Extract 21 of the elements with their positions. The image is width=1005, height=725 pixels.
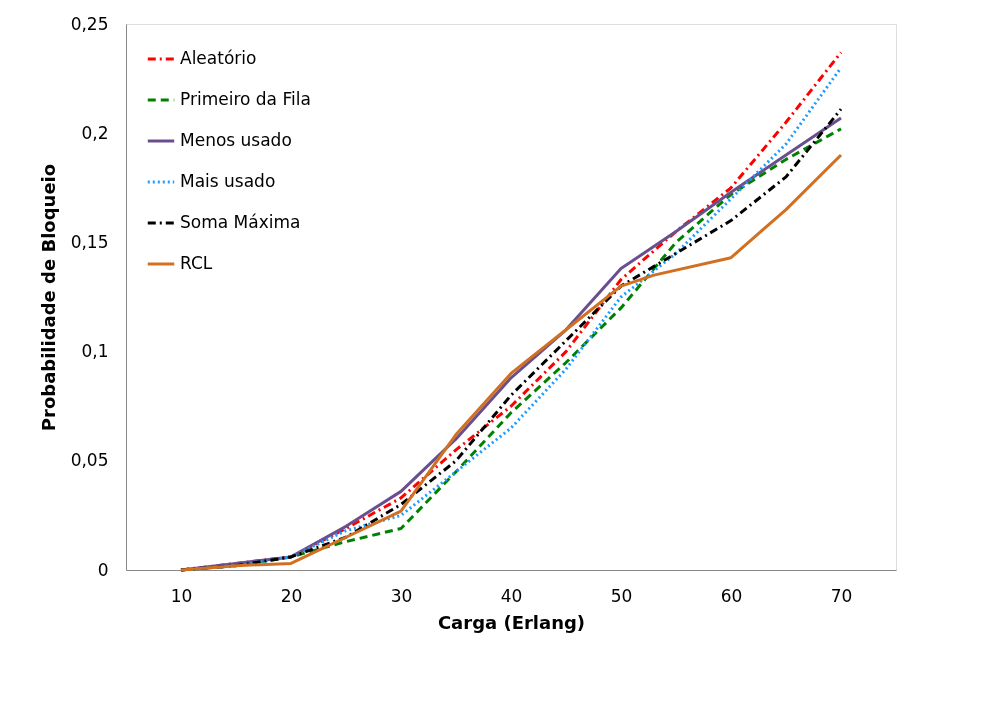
y-tick-label: 0,25	[70, 13, 109, 34]
y-tick-label: 0,15	[70, 231, 109, 252]
x-tick-label: 20	[280, 585, 303, 606]
legend-label: Primeiro da Fila	[180, 89, 311, 109]
y-tick-label: 0,1	[81, 341, 109, 362]
y-tick-label: 0	[97, 559, 109, 580]
y-tick-label: 0,05	[70, 450, 109, 471]
legend-label: Aleatório	[180, 48, 257, 68]
y-axis-title: Probabilidade de Bloqueio	[37, 163, 59, 432]
x-axis-title: Carga (Erlang)	[437, 611, 586, 633]
y-tick-label: 0,2	[81, 122, 109, 143]
x-tick-label: 60	[720, 585, 743, 606]
x-tick-label: 30	[390, 585, 413, 606]
x-tick-label: 40	[500, 585, 523, 606]
legend-label: RCL	[180, 253, 213, 273]
x-tick-label: 10	[170, 585, 193, 606]
legend-label: Mais usado	[180, 171, 276, 191]
x-tick-label: 50	[610, 585, 633, 606]
x-tick-label: 70	[830, 585, 853, 606]
legend-label: Menos usado	[180, 130, 292, 150]
legend-label: Soma Máxima	[180, 212, 301, 232]
